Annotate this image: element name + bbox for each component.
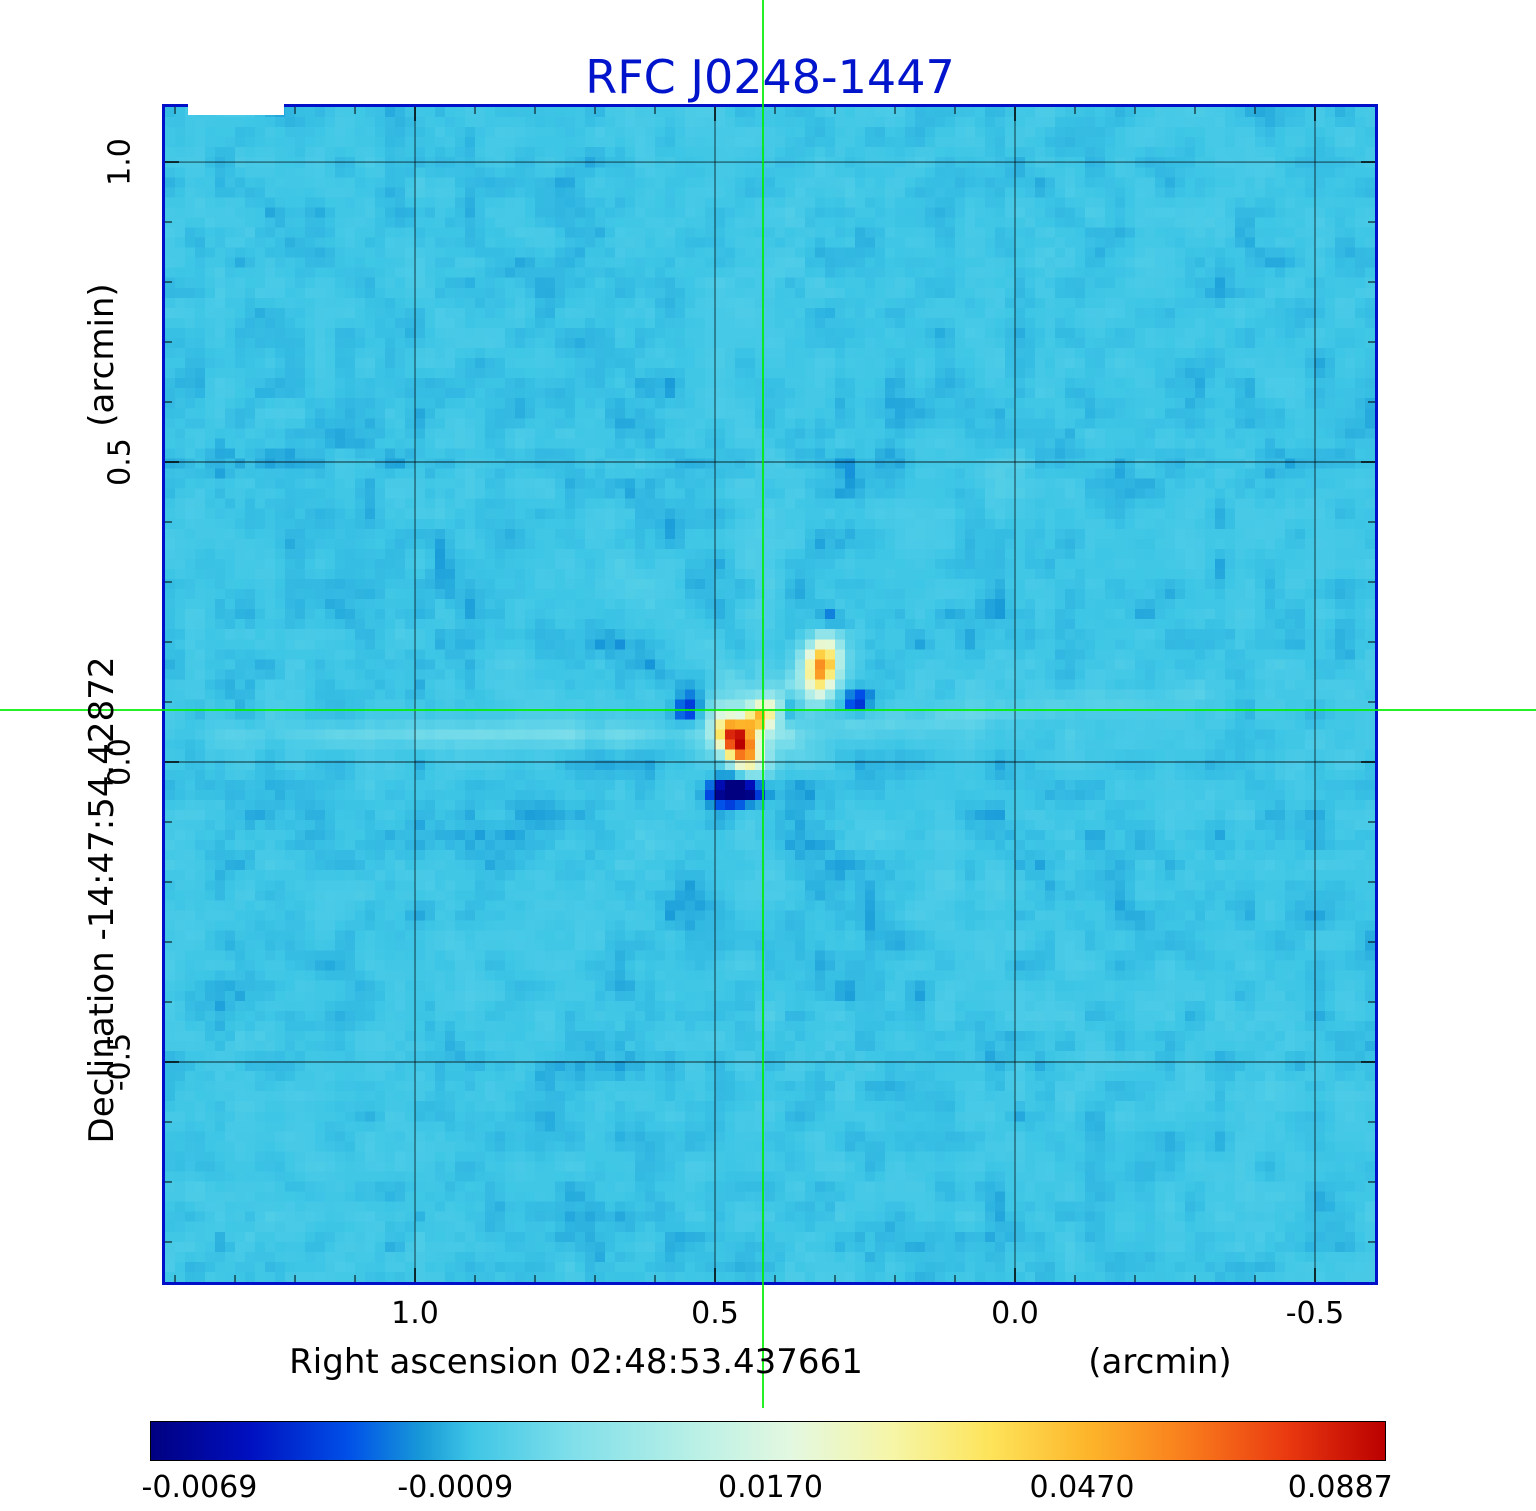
colorbar-label: 0.0470 [1029,1470,1135,1505]
x-tick-label: 0.5 [691,1296,739,1331]
y-axis-unit: (arcmin) [82,283,122,427]
corner-artifact [188,100,284,115]
y-tick-label: 1.0 [102,138,138,186]
y-tick-label: 0.5 [102,438,138,486]
colorbar [150,1421,1386,1461]
colorbar-label: 0.0887 [1287,1470,1393,1505]
x-axis-unit: (arcmin) [1088,1342,1232,1382]
colorbar-gradient [151,1422,1385,1460]
x-tick-label: 1.0 [391,1296,439,1331]
x-tick-label: -0.5 [1285,1296,1345,1331]
crosshair-vertical-line [762,0,764,1408]
grid-overlay [165,107,1375,1282]
x-tick-label: 0.0 [991,1296,1039,1331]
figure-title: RFC J0248-1447 [585,50,955,104]
x-axis-label: Right ascension 02:48:53.437661 [289,1342,863,1382]
colorbar-label: 0.0170 [717,1470,823,1505]
colorbar-label: -0.0069 [141,1470,258,1505]
y-axis-label: Declination -14:47:54.42872 [82,656,122,1144]
intensity-heatmap [165,107,1375,1282]
crosshair-horizontal-line [0,708,1536,711]
sky-image-plot [162,104,1378,1285]
colorbar-label: -0.0009 [397,1470,514,1505]
